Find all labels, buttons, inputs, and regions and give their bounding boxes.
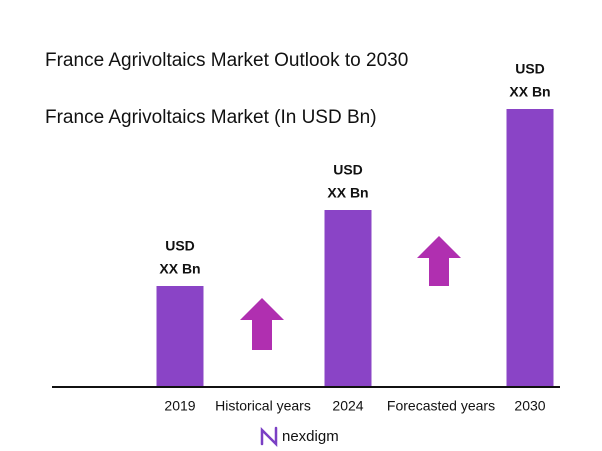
- logo-icon: [260, 426, 278, 448]
- bar: [156, 286, 204, 386]
- growth-arrow: [240, 298, 284, 350]
- growth-arrow: [417, 236, 461, 286]
- logo-text: nexdigm: [282, 428, 339, 445]
- bar-annotation: USD: [165, 238, 195, 254]
- x-tick-label: 2024: [332, 398, 363, 414]
- chart-subtitle: France Agrivoltaics Market (In USD Bn): [45, 107, 377, 128]
- bar: [324, 210, 372, 386]
- period-label: Historical years: [215, 398, 311, 414]
- chart-title: France Agrivoltaics Market Outlook to 20…: [45, 50, 408, 71]
- bar-annotation: XX Bn: [509, 84, 550, 100]
- x-tick-label: 2030: [514, 398, 545, 414]
- bar-annotation: XX Bn: [159, 261, 200, 277]
- bar-annotation: USD: [515, 61, 545, 77]
- period-label: Forecasted years: [387, 398, 495, 414]
- bar-annotation: USD: [333, 162, 363, 178]
- bar: [506, 109, 554, 386]
- bar-annotation: XX Bn: [327, 185, 368, 201]
- x-tick-label: 2019: [164, 398, 195, 414]
